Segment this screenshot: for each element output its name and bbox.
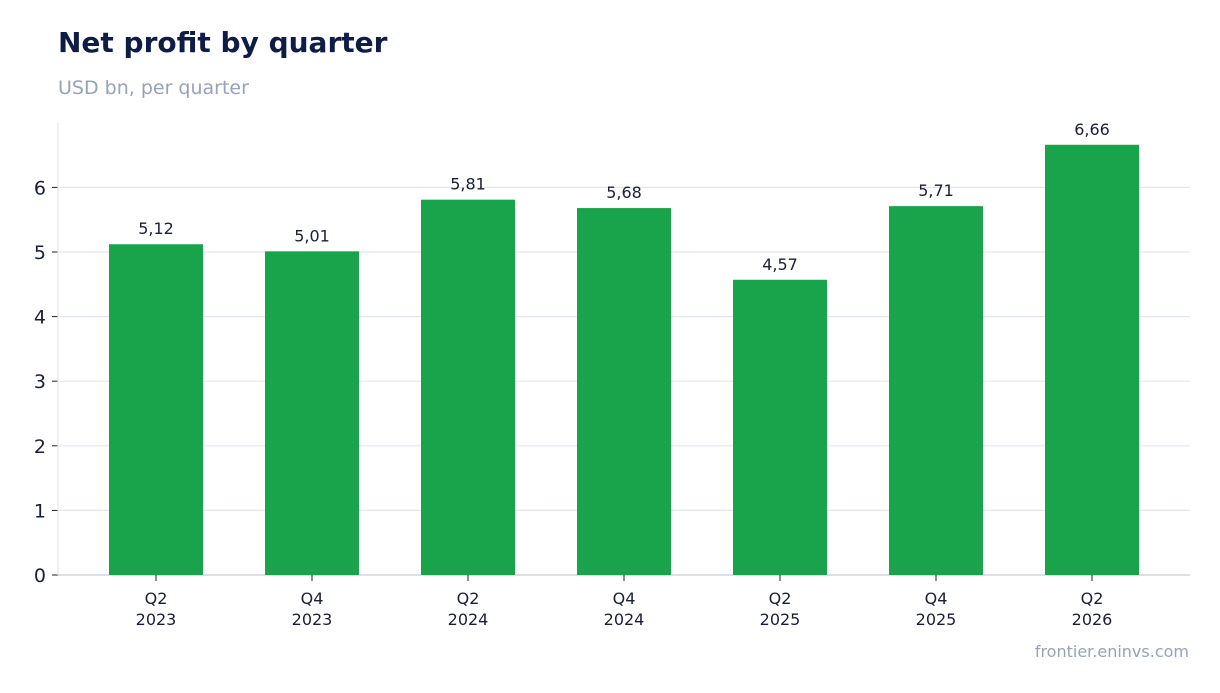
x-tick-label: 2025 xyxy=(760,610,801,629)
chart-subtitle: USD bn, per quarter xyxy=(58,77,249,99)
source-link[interactable]: frontier.eninvs.com xyxy=(1034,642,1189,661)
x-tick-label: Q2 xyxy=(145,589,168,608)
data-label: 5,01 xyxy=(294,226,330,245)
y-tick-label: 3 xyxy=(34,371,46,393)
y-tick-label: 2 xyxy=(34,436,46,458)
bar xyxy=(733,279,827,575)
x-tick-label: Q4 xyxy=(301,589,324,608)
bar xyxy=(1045,144,1139,575)
data-label: 4,57 xyxy=(762,255,798,274)
x-tick-label: 2023 xyxy=(292,610,333,629)
chart-title: Net profit by quarter xyxy=(58,26,388,59)
data-label: 5,71 xyxy=(918,181,954,200)
y-tick-label: 5 xyxy=(34,242,46,264)
data-label: 6,66 xyxy=(1074,120,1110,139)
data-label: 5,12 xyxy=(138,219,174,238)
bar xyxy=(889,206,983,575)
data-label: 5,68 xyxy=(606,183,642,202)
x-tick-label: 2024 xyxy=(448,610,489,629)
x-tick-label: 2025 xyxy=(916,610,957,629)
x-tick-label: Q4 xyxy=(613,589,636,608)
x-tick-label: Q4 xyxy=(925,589,948,608)
x-tick-label: 2023 xyxy=(136,610,177,629)
bar xyxy=(421,199,515,575)
bar xyxy=(577,208,671,575)
bar xyxy=(265,251,359,575)
data-label: 5,81 xyxy=(450,175,486,194)
x-tick-label: 2024 xyxy=(604,610,645,629)
y-tick-label: 0 xyxy=(34,565,46,587)
x-tick-label: 2026 xyxy=(1072,610,1113,629)
y-tick-label: 1 xyxy=(34,500,46,522)
y-tick-label: 4 xyxy=(34,307,46,329)
y-tick-label: 6 xyxy=(34,177,46,199)
bar xyxy=(109,244,203,576)
x-tick-label: Q2 xyxy=(457,589,480,608)
x-tick-label: Q2 xyxy=(769,589,792,608)
x-tick-label: Q2 xyxy=(1081,589,1104,608)
